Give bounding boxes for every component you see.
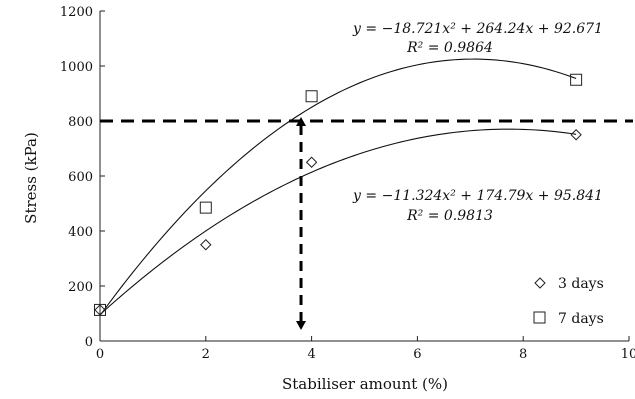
x-axis-title: Stabiliser amount (%) [282,375,448,393]
x-tick-label: 0 [96,347,104,362]
arrow-head-down [296,321,307,330]
r2-3-days: R² = 0.9813 [406,208,493,224]
fit-curve-3-days [99,128,577,316]
legend: 3 days 7 days [533,276,604,327]
y-tick-label: 1000 [60,60,93,75]
point-7-days [199,201,212,214]
x-tick-label: 10 [621,347,635,362]
r2-7-days: R² = 0.9864 [406,40,493,56]
legend-marker-7-days [533,311,546,324]
equation-7-days: y = −18.721x² + 264.24x + 92.671 [352,21,603,37]
y-tick-label: 400 [68,225,93,240]
point-7-days [94,303,106,316]
y-tick-label: 1200 [60,5,93,20]
axes [99,11,629,342]
point-3-days [200,239,212,251]
y-tick-label: 800 [68,115,93,130]
point-3-days [570,129,582,141]
x-tick-label: 6 [413,347,421,362]
x-tick-label: 2 [202,347,210,362]
legend-label-7-days: 7 days [558,311,604,327]
legend-label-3-days: 3 days [558,276,604,292]
x-tick-label: 8 [519,347,527,362]
threshold-annotations [100,117,633,330]
point-3-days [305,156,318,168]
x-tick-label: 4 [307,347,315,362]
legend-marker-3-days [534,277,546,289]
y-axis-title: Stress (kPa) [22,132,40,224]
y-tick-label: 600 [68,170,93,185]
fit-curve-7-days [99,58,577,316]
arrow-head-up [296,117,307,126]
point-7-days [570,73,583,86]
y-ticks: 0 200 400 600 800 1000 1200 [60,5,105,350]
fit-curves [99,58,577,316]
y-tick-label: 200 [68,280,93,295]
data-points [94,73,583,316]
y-tick-label: 0 [85,335,93,350]
x-ticks: 0 2 4 6 8 10 [96,336,635,362]
point-7-days [305,90,318,103]
equation-3-days: y = −11.324x² + 174.79x + 95.841 [352,188,603,204]
